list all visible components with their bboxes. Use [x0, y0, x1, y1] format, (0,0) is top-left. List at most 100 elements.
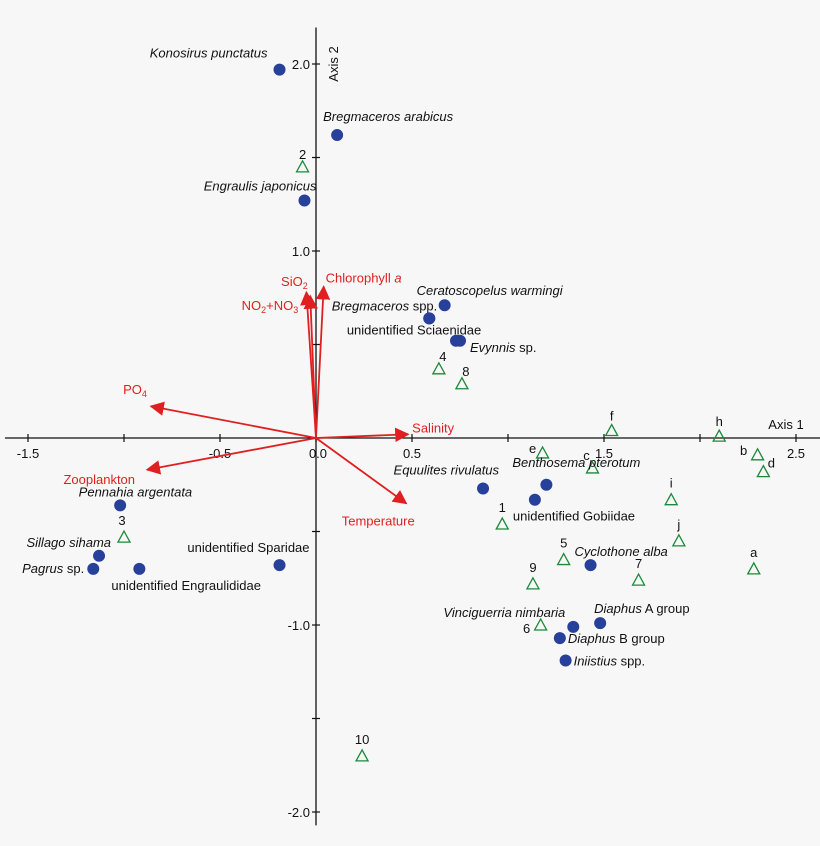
species-point: Equulites rivulatus: [394, 462, 500, 495]
species-label: Vinciguerria nimbaria: [443, 605, 565, 620]
site-marker: [525, 576, 541, 590]
species-point: Pennahia argentata: [79, 484, 192, 512]
species-point: Diaphus A group: [594, 601, 690, 630]
env-arrow-line: [303, 294, 318, 439]
env-label: Salinity: [412, 420, 454, 435]
species-dot: [423, 312, 436, 325]
species-label: Pagrus sp.: [22, 561, 84, 576]
site-label: 8: [462, 364, 469, 379]
species-label: Ceratoscopelus warmingi: [417, 283, 564, 298]
species-label: Bregmaceros arabicus: [323, 109, 454, 124]
site-point: c: [583, 448, 600, 474]
site-marker: [556, 552, 571, 566]
site-marker: [495, 516, 510, 530]
species-dot: [450, 334, 462, 347]
species-point: Ceratoscopelus warmingi: [417, 283, 564, 312]
species-point: Iniistius spp.: [559, 654, 646, 669]
x-axis-title: Axis 1: [768, 417, 803, 432]
site-marker: [746, 561, 761, 575]
env-arrow-line: [149, 401, 317, 439]
species-dot: [133, 562, 146, 575]
site-marker: [712, 428, 727, 442]
species-dot: [584, 559, 597, 572]
species-point: unidentified Engraulididae: [111, 562, 261, 593]
species-dot: [594, 617, 607, 630]
site-label: 2: [299, 147, 306, 162]
site-marker: [604, 423, 619, 437]
species-dot: [273, 559, 286, 572]
species-dot: [93, 549, 106, 562]
env-arrow-line: [315, 285, 331, 439]
env-vector: NO2+NO3: [242, 294, 318, 439]
species-label: Benthosema pterotum: [512, 455, 640, 470]
site-label: 5: [560, 536, 567, 551]
env-arrow-line: [145, 437, 317, 475]
species-label: Evynnis sp.: [470, 340, 537, 355]
site-label: d: [768, 456, 775, 471]
species-point: unidentified Sparidae: [187, 540, 310, 572]
site-point: 3: [116, 513, 132, 543]
site-point: 8: [454, 364, 470, 390]
species-point: Konosirus punctatus: [150, 46, 286, 76]
species-dot: [438, 299, 451, 312]
species-point: Diaphus B group: [553, 631, 665, 646]
site-point: 4: [431, 349, 446, 375]
site-point: 1: [495, 500, 510, 530]
env-label: Zooplankton: [63, 472, 135, 487]
site-markers: 2 4 8 f h e c b d i 1 3 j 5 a 7 9 6 10: [116, 147, 775, 762]
species-label: unidentified Sparidae: [187, 540, 309, 555]
site-label: 1: [499, 500, 506, 515]
species-label: unidentified Sciaenidae: [347, 322, 481, 337]
species-point: unidentified Sciaenidae: [347, 312, 481, 337]
site-point: 2: [295, 147, 310, 173]
species-label: Pennahia argentata: [79, 484, 192, 499]
site-marker: [533, 617, 548, 631]
site-point: 10: [354, 732, 370, 762]
species-point: Benthosema pterotum: [512, 455, 640, 491]
y-tick-label: -2.0: [288, 805, 310, 820]
y-tick-label: 1.0: [292, 244, 310, 259]
species-point: Sillago sihama: [26, 535, 111, 562]
site-point: 5: [556, 536, 571, 566]
species-dot: [298, 194, 311, 207]
species-dot: [87, 562, 100, 575]
species-point: Pagrus sp.: [22, 561, 100, 576]
site-label: 7: [635, 556, 642, 571]
site-label: 6: [523, 621, 530, 636]
env-vector: PO4: [123, 382, 317, 439]
site-point: j: [671, 517, 686, 547]
species-label: Sillago sihama: [26, 535, 111, 550]
species-point: Engraulis japonicus: [204, 179, 317, 207]
env-vector: Temperature: [315, 437, 415, 528]
site-marker: [354, 748, 370, 762]
species-point: unidentified Gobiidae: [513, 493, 635, 524]
site-marker: [295, 159, 310, 173]
species-label: unidentified Gobiidae: [513, 509, 635, 524]
site-marker: [671, 533, 686, 547]
site-marker: [664, 492, 679, 506]
species-label: Iniistius spp.: [574, 654, 646, 669]
env-vector: Chlorophyll a: [315, 271, 402, 439]
x-tick-label: 1.5: [595, 446, 613, 461]
species-label: Diaphus B group: [568, 631, 665, 646]
site-label: e: [529, 441, 536, 456]
site-point: 6: [523, 617, 548, 636]
species-label: Diaphus A group: [594, 601, 689, 616]
site-point: 9: [525, 560, 541, 590]
species-dot: [114, 499, 127, 512]
x-tick-label: 2.5: [787, 446, 805, 461]
site-point: e: [529, 441, 550, 459]
site-point: h: [712, 414, 727, 442]
species-dot: [567, 620, 580, 633]
x-tick-label: -1.5: [17, 446, 39, 461]
env-vector: Salinity: [315, 420, 455, 442]
site-point: b: [740, 443, 765, 461]
species-label: Equulites rivulatus: [394, 462, 500, 477]
species-dot: [553, 632, 566, 645]
site-point: f: [604, 409, 619, 437]
species-label: Konosirus punctatus: [150, 46, 268, 61]
site-marker: [631, 572, 646, 586]
site-point: 7: [631, 556, 646, 586]
site-marker: [454, 376, 470, 390]
y-tick-label: -1.0: [288, 618, 310, 633]
